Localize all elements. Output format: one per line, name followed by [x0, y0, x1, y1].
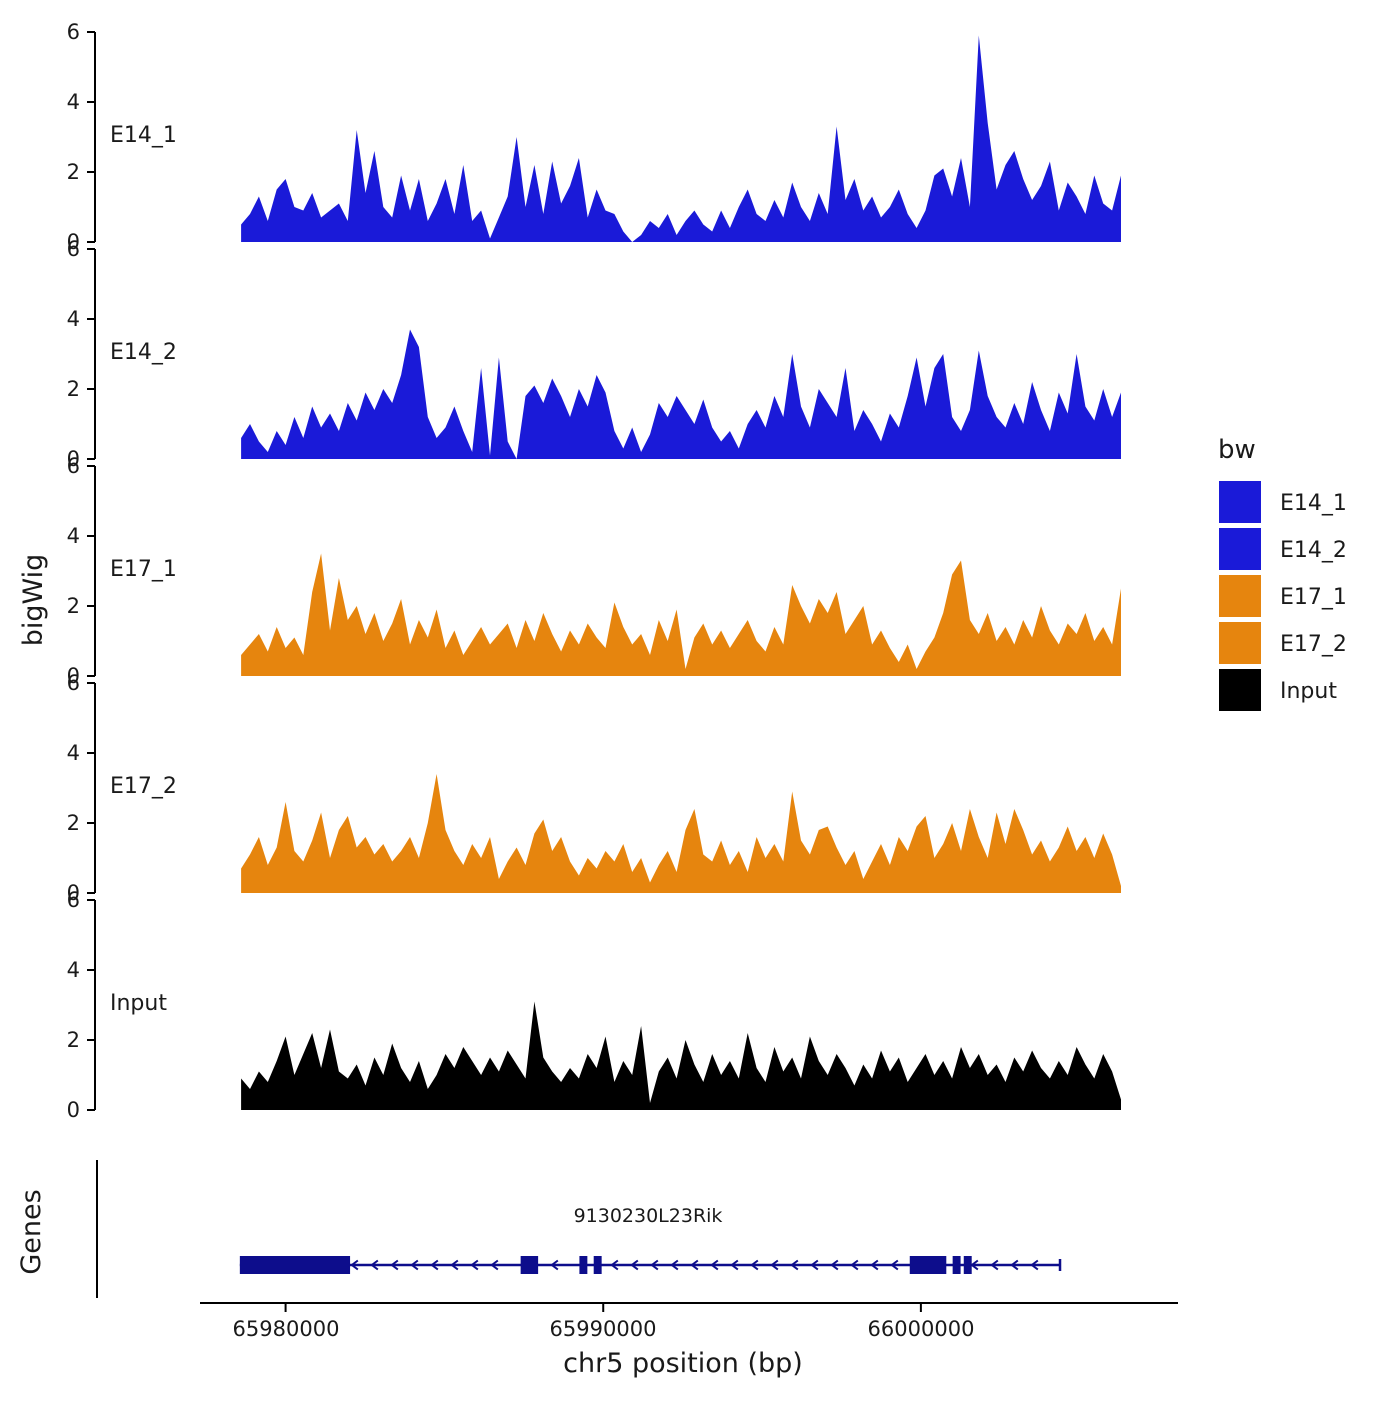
legend-label: E17_2 — [1280, 632, 1347, 657]
gene-label: 9130230L23Rik — [574, 1205, 723, 1227]
legend-swatch — [1217, 620, 1263, 666]
gene-strand-arrow — [610, 1259, 619, 1271]
gene-strand-arrow — [870, 1259, 879, 1271]
x-tick-label-3: 66000000 — [868, 1317, 975, 1341]
legend-swatch — [1217, 479, 1263, 525]
track-area — [241, 1001, 1122, 1110]
gene-strand-arrow — [690, 1259, 699, 1271]
y-tick-label: 2 — [67, 594, 80, 618]
gene-strand-arrow — [670, 1259, 679, 1271]
track-label: E14_2 — [110, 340, 177, 365]
gene-strand-arrow — [630, 1259, 639, 1271]
y-tick-label: 0 — [67, 1098, 80, 1122]
gene-exon — [909, 1256, 947, 1274]
y-tick-label: 6 — [67, 20, 80, 44]
y-tick-label: 0 — [67, 881, 80, 905]
gene-strand-arrow — [370, 1259, 379, 1271]
gene-strand-arrow — [470, 1259, 479, 1271]
y-tick-label: 6 — [67, 237, 80, 261]
gene-strand-arrow — [770, 1259, 779, 1271]
track-area — [241, 553, 1122, 676]
gene-strand-arrow — [490, 1259, 499, 1271]
legend-label: E14_2 — [1280, 538, 1347, 563]
gene-strand-arrow — [830, 1259, 839, 1271]
gene-strand-arrow — [350, 1259, 359, 1271]
gene-exon — [239, 1256, 351, 1274]
gene-strand-arrow — [430, 1259, 439, 1271]
track-panel: 0 2 4 6 Input — [67, 888, 1122, 1122]
x-tick-label-1: 65980000 — [233, 1317, 340, 1341]
legend-label: Input — [1280, 679, 1337, 704]
legend-title: bw — [1218, 435, 1256, 465]
track-panel: 0 2 4 6 E17_1 — [67, 454, 1122, 688]
legend-label: E17_1 — [1280, 585, 1347, 610]
y-tick-label: 2 — [67, 1028, 80, 1052]
gene-exon — [963, 1256, 972, 1274]
gene-strand-arrow — [850, 1259, 859, 1271]
y-tick-label: 4 — [67, 741, 80, 765]
y-tick-label: 4 — [67, 307, 80, 331]
genes-axis-title: Genes — [16, 1189, 47, 1274]
y-tick-label: 2 — [67, 811, 80, 835]
gene-strand-arrow — [730, 1259, 739, 1271]
gene-exon — [952, 1256, 961, 1274]
y-tick-label: 4 — [67, 524, 80, 548]
track-label: E17_2 — [110, 774, 177, 799]
gene-strand-arrow — [1030, 1259, 1039, 1271]
tracks-group: 0 2 4 6 E14_1 0 2 4 6 E14_2 0 2 4 6 E17_1 0 2 4 6 E17_2 0 2 4 6… — [67, 20, 1122, 1122]
track-label: E17_1 — [110, 557, 177, 582]
gene-strand-arrow — [710, 1259, 719, 1271]
gene-strand-arrow — [990, 1259, 999, 1271]
legend-swatch — [1217, 667, 1263, 713]
legend-swatch — [1217, 573, 1263, 619]
gene-exon — [579, 1256, 588, 1274]
gene-strand-arrow — [390, 1259, 399, 1271]
x-axis-group — [200, 1302, 1178, 1312]
y-tick-label: 2 — [67, 160, 80, 184]
gene-strand-arrow — [810, 1259, 819, 1271]
legend-group: E14_1 E14_2 E17_1 E17_2 Input — [1217, 479, 1347, 713]
y-tick-label: 4 — [67, 958, 80, 982]
track-label: Input — [110, 991, 167, 1016]
track-area — [241, 329, 1122, 459]
y-tick-label: 2 — [67, 377, 80, 401]
y-tick-label: 6 — [67, 888, 80, 912]
gene-strand-arrow — [550, 1259, 559, 1271]
track-area — [241, 35, 1122, 242]
gene-strand-arrow — [970, 1259, 979, 1271]
gene-model-group — [96, 1160, 1062, 1298]
gene-strand-arrow — [650, 1259, 659, 1271]
gene-exon — [593, 1256, 602, 1274]
y-tick-label: 4 — [67, 90, 80, 114]
y-axis-title: bigWig — [18, 554, 49, 647]
y-tick-label: 6 — [67, 454, 80, 478]
gene-strand-arrow — [410, 1259, 419, 1271]
gene-exon — [520, 1256, 539, 1274]
gene-strand-arrow — [450, 1259, 459, 1271]
legend-label: E14_1 — [1280, 491, 1347, 516]
x-axis-title: chr5 position (bp) — [563, 1348, 803, 1379]
y-tick-label: 6 — [67, 671, 80, 695]
y-tick-label: 0 — [67, 447, 80, 471]
gene-strand-arrow — [890, 1259, 899, 1271]
gene-strand-arrow — [750, 1259, 759, 1271]
y-tick-label: 0 — [67, 230, 80, 254]
y-tick-label: 0 — [67, 664, 80, 688]
track-area — [241, 774, 1122, 893]
track-label: E14_1 — [110, 123, 177, 148]
gene-strand-arrow — [790, 1259, 799, 1271]
gene-strand-arrow — [1010, 1259, 1019, 1271]
track-panel: 0 2 4 6 E17_2 — [67, 671, 1122, 905]
track-panel: 0 2 4 6 E14_2 — [67, 237, 1122, 471]
legend-swatch — [1217, 526, 1263, 572]
x-tick-label-2: 65990000 — [550, 1317, 657, 1341]
track-panel: 0 2 4 6 E14_1 — [67, 20, 1122, 254]
